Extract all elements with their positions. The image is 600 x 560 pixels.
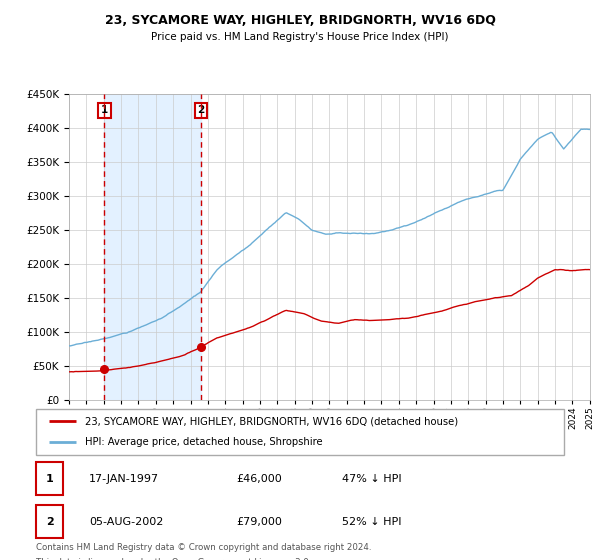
Text: 1: 1 [101, 105, 108, 115]
Text: 2: 2 [46, 517, 53, 526]
Text: £46,000: £46,000 [236, 474, 283, 483]
Text: 23, SYCAMORE WAY, HIGHLEY, BRIDGNORTH, WV16 6DQ: 23, SYCAMORE WAY, HIGHLEY, BRIDGNORTH, W… [104, 14, 496, 27]
Bar [36, 462, 64, 495]
Text: 52% ↓ HPI: 52% ↓ HPI [342, 517, 402, 526]
Text: 47% ↓ HPI: 47% ↓ HPI [342, 474, 402, 483]
Text: £79,000: £79,000 [236, 517, 283, 526]
Text: Contains HM Land Registry data © Crown copyright and database right 2024.: Contains HM Land Registry data © Crown c… [36, 543, 371, 552]
Bar [104, 94, 201, 400]
Text: HPI: Average price, detached house, Shropshire: HPI: Average price, detached house, Shro… [85, 437, 322, 447]
Text: 2: 2 [197, 105, 205, 115]
Text: 1: 1 [46, 474, 53, 483]
Text: Price paid vs. HM Land Registry's House Price Index (HPI): Price paid vs. HM Land Registry's House … [151, 32, 449, 42]
Text: 05-AUG-2002: 05-AUG-2002 [89, 517, 163, 526]
Text: This data is licensed under the Open Government Licence v3.0.: This data is licensed under the Open Gov… [36, 558, 311, 560]
Text: 17-JAN-1997: 17-JAN-1997 [89, 474, 159, 483]
Bar [36, 505, 64, 538]
Text: 23, SYCAMORE WAY, HIGHLEY, BRIDGNORTH, WV16 6DQ (detached house): 23, SYCAMORE WAY, HIGHLEY, BRIDGNORTH, W… [85, 416, 458, 426]
